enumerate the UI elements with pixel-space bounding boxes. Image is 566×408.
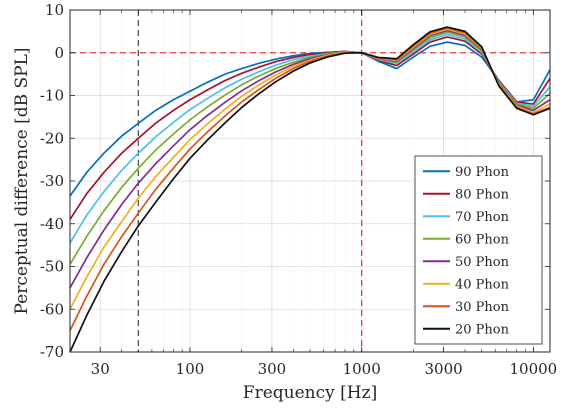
y-tick-label: -70 xyxy=(40,343,64,361)
reference-lines xyxy=(70,10,550,352)
legend-label: 50 Phon xyxy=(455,255,510,270)
legend-label: 20 Phon xyxy=(455,322,510,337)
legend-label: 30 Phon xyxy=(455,300,510,315)
legend-label: 70 Phon xyxy=(455,210,510,225)
y-tick-label: -40 xyxy=(40,215,64,233)
legend-box xyxy=(414,155,543,345)
series-line-20-phon xyxy=(69,26,551,353)
y-tick-labels: -70 -60 -50 -40 -30 -20 -10 0 10 xyxy=(40,1,64,361)
y-axis-label: Perceptual difference [dB SPL] xyxy=(12,47,32,314)
x-axis-label: Frequency [Hz] xyxy=(243,383,377,403)
series-lines xyxy=(69,26,551,353)
legend-label: 80 Phon xyxy=(455,187,510,202)
y-tick-label: -10 xyxy=(40,87,64,105)
legend-label: 60 Phon xyxy=(455,232,510,247)
y-tick-label: -20 xyxy=(40,129,64,147)
y-tick-label: -50 xyxy=(40,258,64,276)
series-line-60-phon xyxy=(69,31,551,265)
x-tick-label: 100 xyxy=(176,360,205,378)
x-tick-label: 300 xyxy=(258,360,287,378)
x-tick-label: 30 xyxy=(91,360,110,378)
legend-label: 90 Phon xyxy=(455,165,510,180)
y-tick-label: -60 xyxy=(40,300,64,318)
y-tick-label: 10 xyxy=(45,1,64,19)
y-tick-label: -30 xyxy=(40,172,64,190)
legend: 90 Phon 80 Phon 70 Phon 60 Phon 50 Phon 40 Ph… xyxy=(414,155,543,345)
x-tick-label: 1000 xyxy=(343,360,381,378)
x-tick-label: 3000 xyxy=(425,360,463,378)
series-line-50-phon xyxy=(69,29,551,289)
y-tick-label: 0 xyxy=(54,44,64,62)
series-line-70-phon xyxy=(69,33,551,244)
legend-label: 40 Phon xyxy=(455,277,510,292)
series-line-80-phon xyxy=(69,36,551,220)
x-tick-label: 10000 xyxy=(510,360,558,378)
x-tick-labels: 30 100 300 1000 3000 10000 xyxy=(91,360,558,378)
axis-ticks xyxy=(69,9,550,353)
